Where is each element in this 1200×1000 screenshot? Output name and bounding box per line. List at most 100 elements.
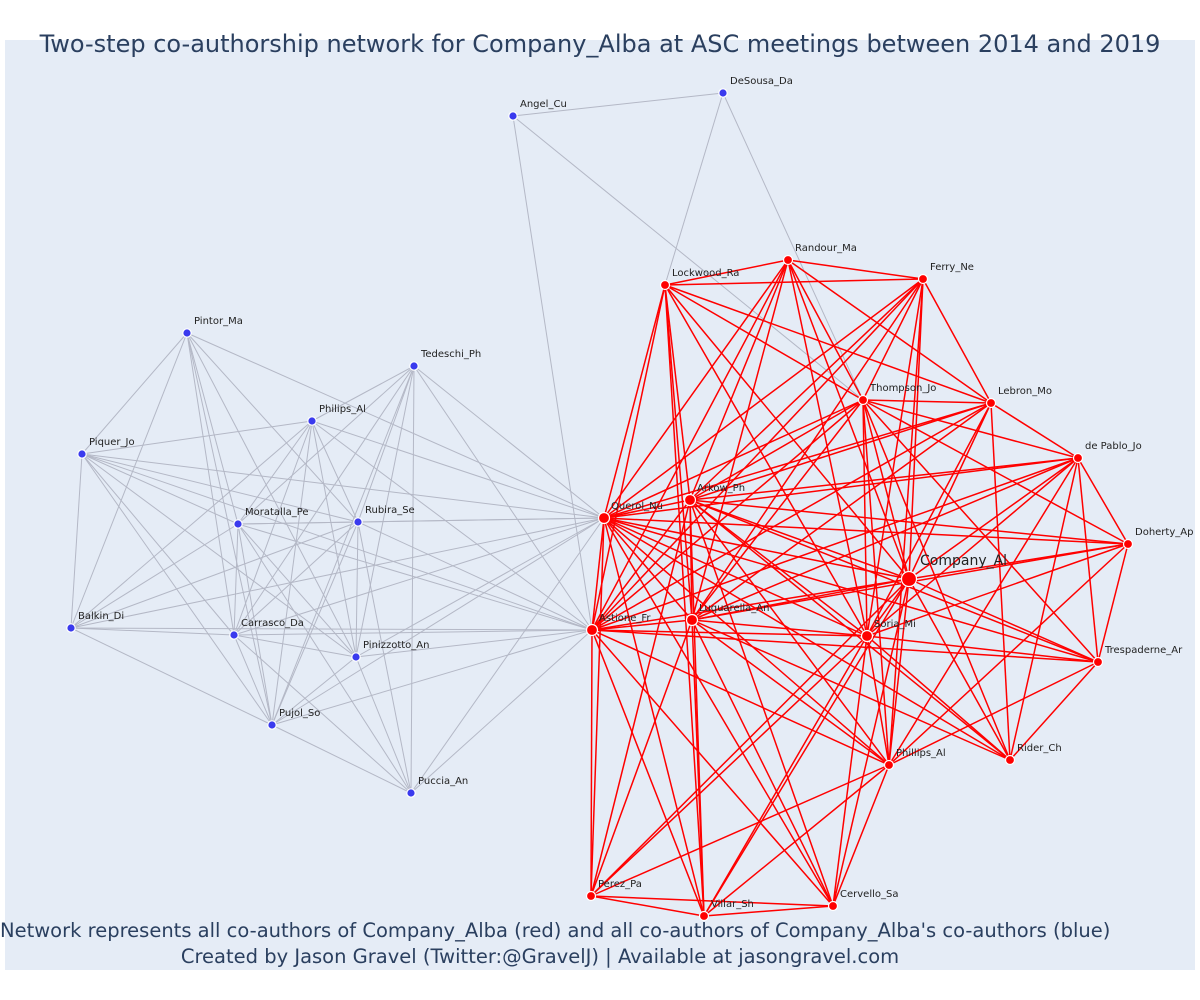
node-phillipsr[interactable]: [883, 759, 895, 771]
edge-gray: [70, 627, 235, 636]
edge-gray: [70, 420, 313, 629]
edge-red: [603, 517, 868, 637]
node-arkow[interactable]: [683, 493, 697, 507]
node-label-angel: Angel_Cu: [520, 99, 567, 110]
edge-red: [691, 457, 1079, 621]
edge-red: [689, 402, 992, 501]
edge-red: [603, 517, 693, 621]
node-company[interactable]: [900, 570, 918, 588]
edge-red: [689, 399, 864, 501]
node-trespaderne[interactable]: [1092, 656, 1104, 668]
edges-gray-layer: [70, 92, 864, 794]
node-philipsb[interactable]: [307, 416, 317, 426]
edge-gray: [186, 332, 357, 658]
edge-gray: [70, 627, 593, 631]
edge-red: [1077, 457, 1099, 663]
node-villar[interactable]: [698, 910, 710, 922]
edge-red: [866, 635, 1011, 761]
edge-gray: [70, 453, 83, 629]
node-label-phillipsr: Phillips_Al: [896, 748, 946, 759]
edge-red: [591, 629, 834, 907]
node-angel[interactable]: [508, 111, 518, 121]
edge-red: [1009, 457, 1079, 761]
edge-red: [703, 635, 868, 917]
edge-red: [603, 517, 910, 580]
edge-gray: [271, 629, 593, 726]
edge-gray: [233, 634, 357, 658]
edge-red: [990, 402, 1079, 459]
edge-gray: [233, 634, 273, 726]
node-label-perez: Perez_Pa: [598, 879, 642, 890]
edge-red: [862, 278, 924, 401]
edge-red: [691, 399, 864, 621]
node-ferry[interactable]: [917, 273, 929, 285]
edge-gray: [355, 521, 359, 658]
edge-red: [862, 399, 1129, 545]
node-lebron[interactable]: [985, 397, 997, 409]
edge-gray: [311, 420, 593, 631]
edge-gray: [81, 332, 188, 455]
edge-gray: [355, 365, 415, 658]
node-randour[interactable]: [782, 254, 794, 266]
node-cervello[interactable]: [827, 900, 839, 912]
node-depablo[interactable]: [1072, 452, 1084, 464]
edges-red-layer: [590, 259, 1129, 917]
edge-red: [591, 284, 666, 631]
edge-red: [1077, 457, 1129, 545]
node-querol[interactable]: [597, 511, 611, 525]
edge-red: [691, 278, 924, 621]
edge-red: [603, 499, 691, 519]
edge-red: [888, 278, 924, 766]
edge-red: [664, 284, 864, 401]
edge-gray: [233, 420, 313, 636]
node-label-randour: Randour_Ma: [795, 243, 857, 254]
edge-gray: [186, 332, 605, 519]
edge-red: [664, 284, 910, 580]
edge-red: [664, 259, 789, 286]
node-astione[interactable]: [585, 623, 599, 637]
node-label-cervello: Cervello_Sa: [840, 889, 898, 900]
edge-red: [862, 399, 868, 637]
edge-gray: [413, 365, 605, 519]
node-tedeschi[interactable]: [409, 361, 419, 371]
node-rider[interactable]: [1004, 754, 1016, 766]
node-balkin[interactable]: [66, 623, 76, 633]
node-puccia[interactable]: [406, 788, 416, 798]
node-doherty[interactable]: [1122, 538, 1134, 550]
edge-red: [787, 259, 924, 280]
node-desousa[interactable]: [718, 88, 728, 98]
edge-red: [691, 619, 868, 637]
node-luquarella[interactable]: [685, 613, 699, 627]
node-label-lebron: Lebron_Mo: [998, 386, 1052, 397]
caption: Network represents all co-authors of Com…: [0, 918, 1110, 970]
edge-gray: [357, 365, 415, 523]
node-pujol[interactable]: [267, 720, 277, 730]
edge-gray: [237, 523, 593, 631]
edge-gray: [233, 634, 412, 794]
edge-gray: [357, 521, 593, 631]
node-soria[interactable]: [860, 629, 874, 643]
edge-gray: [237, 523, 412, 794]
node-label-pujol: Pujol_So: [279, 708, 320, 719]
edge-red: [832, 578, 910, 907]
edge-red: [832, 764, 890, 907]
node-pinizzotto[interactable]: [351, 652, 361, 662]
edge-red: [691, 619, 890, 766]
node-rubira[interactable]: [353, 517, 363, 527]
node-label-luquarella: Luquarella_An: [699, 603, 769, 614]
node-moratalla[interactable]: [233, 519, 243, 529]
edge-red: [922, 278, 992, 404]
node-label-philipsb: Philips_Al: [319, 404, 366, 415]
edge-red: [703, 764, 890, 917]
node-label-pintor: Pintor_Ma: [194, 316, 243, 327]
node-perez[interactable]: [585, 890, 597, 902]
node-thompson[interactable]: [857, 394, 869, 406]
node-piquer[interactable]: [77, 449, 87, 459]
edge-red: [590, 635, 868, 897]
node-lockwood[interactable]: [659, 279, 671, 291]
node-carrasco[interactable]: [229, 630, 239, 640]
edge-red: [862, 399, 910, 580]
edge-gray: [311, 420, 359, 523]
edge-red: [888, 578, 910, 766]
node-pintor[interactable]: [182, 328, 192, 338]
